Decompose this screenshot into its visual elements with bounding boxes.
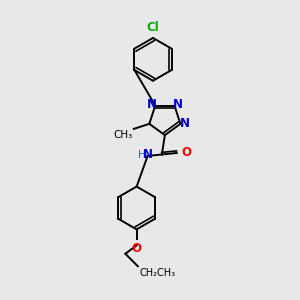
Text: Cl: Cl: [147, 21, 159, 34]
Text: N: N: [180, 117, 190, 130]
Text: N: N: [143, 148, 153, 161]
Text: N: N: [147, 98, 157, 112]
Text: O: O: [181, 146, 191, 159]
Text: N: N: [173, 98, 183, 112]
Text: CH₂CH₃: CH₂CH₃: [139, 268, 175, 278]
Text: H: H: [138, 150, 146, 160]
Text: O: O: [132, 242, 142, 255]
Text: CH₃: CH₃: [113, 130, 133, 140]
